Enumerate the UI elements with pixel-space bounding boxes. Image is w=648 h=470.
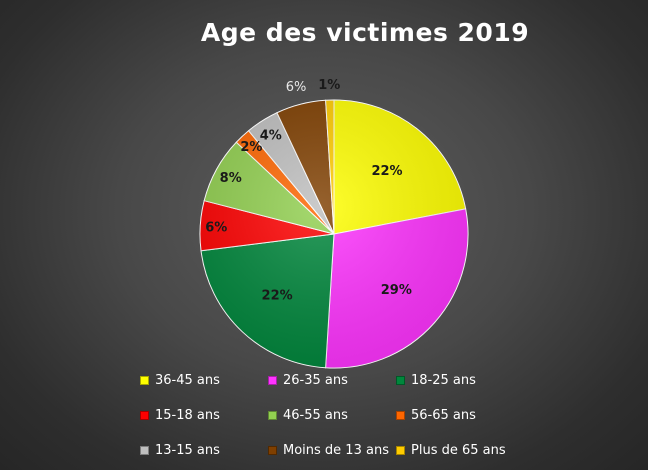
slice-data-label: 8% [220, 171, 242, 186]
slice-data-label: 6% [286, 80, 307, 95]
slice-data-label: 22% [262, 289, 293, 304]
slice-data-label: 6% [205, 221, 227, 236]
slice-data-label: 1% [318, 78, 340, 93]
chart-title: Age des victimes 2019 [200, 18, 530, 47]
slice-data-label: 4% [260, 128, 282, 143]
slice-data-label: 29% [381, 283, 412, 298]
slice-data-label: 22% [371, 164, 402, 179]
slice-data-label: 2% [240, 140, 262, 155]
